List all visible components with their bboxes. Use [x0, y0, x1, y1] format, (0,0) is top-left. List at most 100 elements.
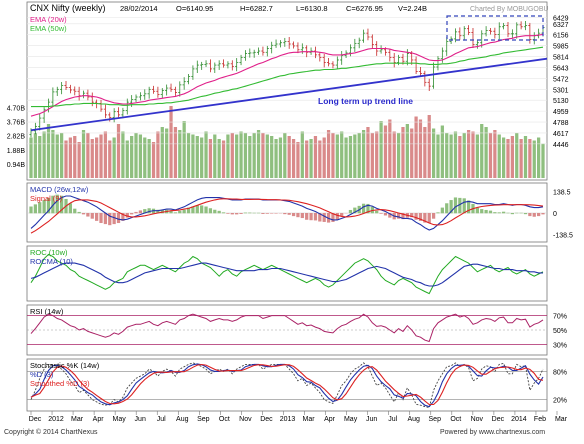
x-tick-label: Dec — [260, 416, 273, 423]
macd-histogram-bar — [541, 213, 544, 214]
legend-ema20: EMA (20w) — [30, 15, 67, 24]
macd-histogram-bar — [78, 212, 81, 213]
volume-bar — [56, 135, 59, 179]
volume-bar — [248, 136, 251, 178]
macd-histogram-bar — [200, 205, 203, 213]
price-tick-label: 4959 — [553, 109, 569, 116]
chart-title: CNX Nifty (weekly) — [30, 3, 106, 13]
price-tick-label: 4446 — [553, 142, 569, 149]
volume-bar — [349, 136, 352, 178]
macd-histogram-bar — [139, 210, 142, 213]
price-tick-label: 5130 — [553, 98, 569, 105]
macd-histogram-bar — [253, 213, 256, 214]
volume-bar — [410, 129, 413, 179]
volume-bar — [82, 130, 85, 178]
macd-histogram-bar — [235, 213, 238, 214]
volume-bar — [148, 139, 151, 178]
macd-histogram-bar — [270, 213, 273, 214]
volume-tick-label: 1.88B — [7, 148, 26, 155]
macd-histogram-bar — [209, 208, 212, 213]
x-tick-label: Mar — [71, 416, 84, 423]
volume-bar — [327, 130, 330, 178]
volume-bar — [165, 129, 168, 179]
volume-bar — [406, 124, 409, 178]
volume-bar — [209, 139, 212, 178]
macd-histogram-bar — [257, 213, 260, 214]
macd-histogram-bar — [86, 213, 89, 217]
legend-stoch-d: %D (3) — [30, 370, 54, 379]
macd-histogram-bar — [178, 211, 181, 213]
macd-histogram-bar — [309, 213, 312, 220]
macd-histogram-bar — [266, 213, 269, 214]
volume-bar — [314, 136, 317, 178]
macd-histogram-bar — [174, 212, 177, 213]
volume-bar — [274, 139, 277, 178]
volume-bar — [515, 133, 518, 178]
volume-bar — [498, 135, 501, 179]
macd-tick-label: 0 — [553, 211, 557, 218]
volume-bar — [524, 136, 527, 178]
macd-histogram-bar — [91, 213, 94, 219]
macd-histogram-bar — [528, 213, 531, 216]
powered-by: Powered by www.chartnexus.com — [440, 429, 545, 436]
volume-bar — [353, 135, 356, 179]
volume-bar — [152, 142, 155, 178]
volume-bar — [121, 132, 124, 179]
volume-bar — [156, 132, 159, 179]
volume-bar — [449, 135, 452, 179]
macd-histogram-bar — [432, 213, 435, 219]
volume-bar — [533, 141, 536, 179]
trendline-annotation: Long term up trend line — [318, 96, 413, 106]
macd-histogram-bar — [489, 211, 492, 214]
macd-histogram-bar — [292, 213, 295, 216]
macd-histogram-bar — [484, 210, 487, 213]
volume-bar — [51, 130, 54, 178]
header-volume: V=2.24B — [398, 4, 427, 13]
x-tick-label: Mar — [302, 416, 315, 423]
x-tick-label: Sep — [197, 416, 210, 423]
volume-bar — [191, 135, 194, 179]
macd-histogram-bar — [519, 213, 522, 214]
macd-histogram-bar — [441, 208, 444, 214]
volume-bar — [283, 133, 286, 178]
macd-histogram-bar — [213, 210, 216, 214]
price-tick-label: 5814 — [553, 55, 569, 62]
volume-bar — [375, 132, 378, 179]
legend-stoch-k: Stochastic %K (14w) — [30, 361, 100, 370]
volume-bar — [266, 135, 269, 179]
volume-bar — [358, 133, 361, 178]
x-tick-label: Apr — [93, 416, 105, 423]
volume-bar — [244, 133, 247, 178]
x-tick-label: Aug — [176, 416, 189, 423]
x-tick-label: Nov — [471, 416, 484, 423]
macd-histogram-bar — [117, 213, 120, 223]
rsi-tick-label: 70% — [553, 314, 567, 321]
volume-bar — [480, 124, 483, 178]
macd-histogram-bar — [336, 213, 339, 220]
x-tick-label: 2013 — [280, 416, 296, 423]
macd-histogram-bar — [375, 211, 378, 213]
x-tick-label: Aug — [407, 416, 420, 423]
volume-bar — [362, 130, 365, 178]
volume-bar — [489, 133, 492, 178]
volume-bar — [484, 127, 487, 178]
volume-bar — [476, 135, 479, 179]
rsi-tick-label: 30% — [553, 342, 567, 349]
macd-histogram-bar — [134, 212, 137, 213]
x-tick-label: Jul — [157, 416, 166, 423]
macd-histogram-bar — [463, 198, 466, 213]
volume-bar — [178, 130, 181, 178]
price-tick-label: 4788 — [553, 120, 569, 127]
macd-histogram-bar — [218, 211, 221, 213]
volume-bar — [454, 132, 457, 179]
macd-histogram-bar — [323, 213, 326, 222]
volume-tick-label: 2.82B — [7, 134, 26, 141]
volume-bar — [428, 115, 431, 178]
volume-bar — [139, 135, 142, 179]
volume-bar — [64, 141, 67, 179]
macd-histogram-bar — [498, 212, 501, 213]
price-tick-label: 6156 — [553, 33, 569, 40]
volume-bar — [384, 126, 387, 179]
